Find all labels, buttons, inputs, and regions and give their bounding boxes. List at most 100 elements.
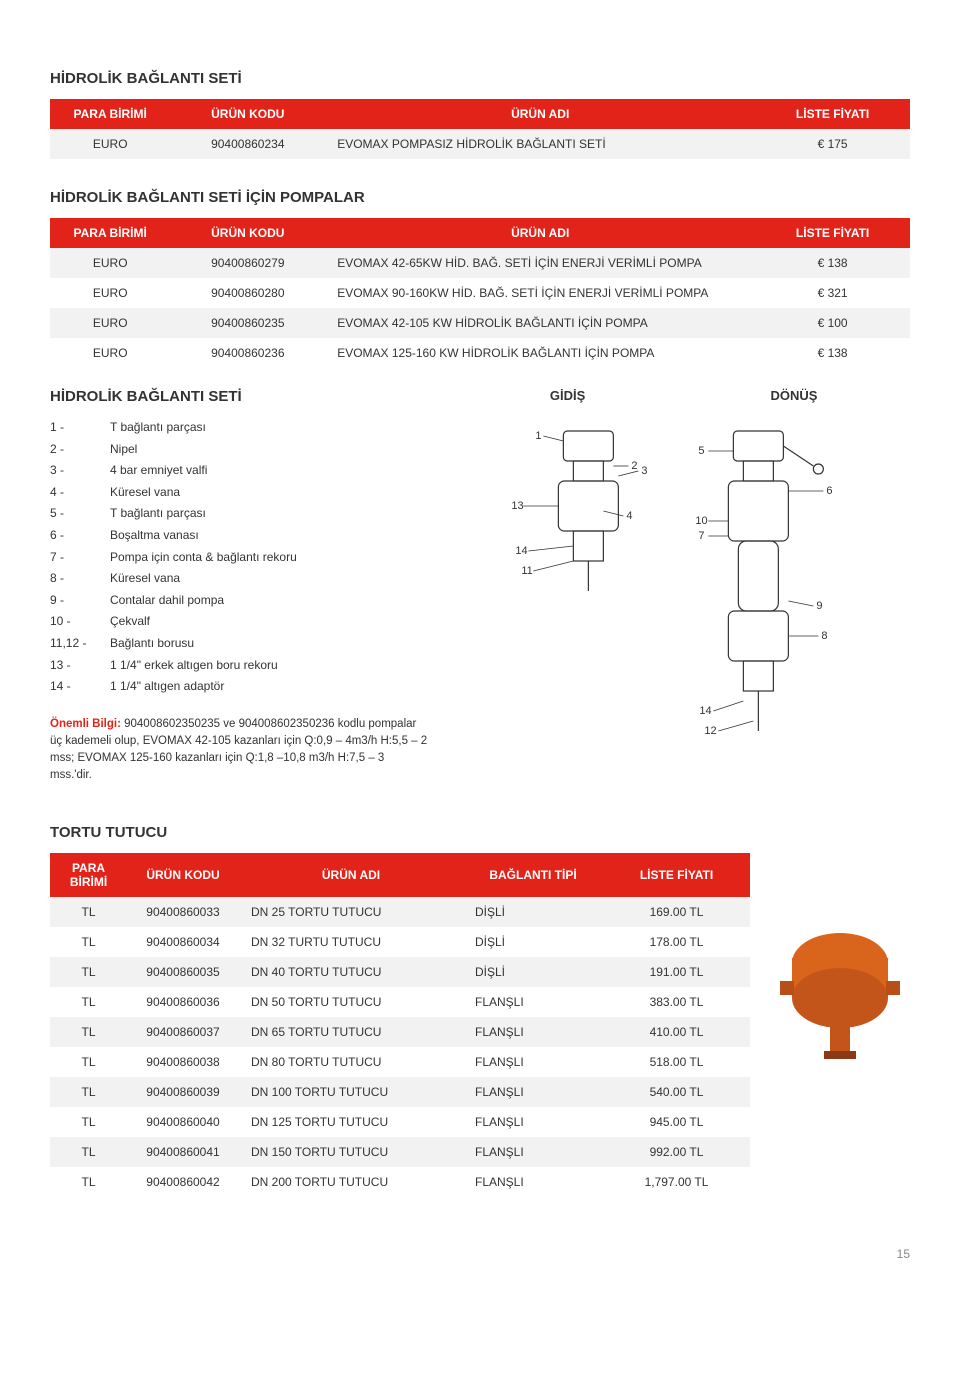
table-cell: TL bbox=[50, 1137, 127, 1167]
section3-title: TORTU TUTUCU bbox=[50, 824, 910, 841]
table-cell: FLANŞLI bbox=[463, 1137, 603, 1167]
table-cell: € 100 bbox=[755, 308, 910, 338]
table-cell: FLANŞLI bbox=[463, 1167, 603, 1197]
parts-list-item: 5 -T bağlantı parçası bbox=[50, 503, 427, 525]
th-fiyat: LİSTE FİYATI bbox=[755, 99, 910, 129]
th-kodu: ÜRÜN KODU bbox=[170, 218, 325, 248]
parts-item-number: 11,12 - bbox=[50, 633, 110, 655]
table-cell: FLANŞLI bbox=[463, 1047, 603, 1077]
table-cell: FLANŞLI bbox=[463, 1017, 603, 1047]
parts-list-item: 9 -Contalar dahil pompa bbox=[50, 590, 427, 612]
table-row: EURO90400860235EVOMAX 42-105 KW HİDROLİK… bbox=[50, 308, 910, 338]
table-cell: FLANŞLI bbox=[463, 1077, 603, 1107]
svg-text:11: 11 bbox=[522, 565, 533, 577]
table-cell: TL bbox=[50, 1017, 127, 1047]
table-cell: EVOMAX 42-65KW HİD. BAĞ. SETİ İÇİN ENERJ… bbox=[325, 248, 755, 278]
parts-item-text: Pompa için conta & bağlantı rekoru bbox=[110, 547, 297, 569]
parts-item-text: Boşaltma vanası bbox=[110, 525, 199, 547]
table-cell: DN 65 TORTU TUTUCU bbox=[239, 1017, 463, 1047]
table-cell: TL bbox=[50, 957, 127, 987]
table-row: TL90400860033DN 25 TORTU TUTUCUDİŞLİ169.… bbox=[50, 897, 750, 927]
tortu-product-image bbox=[770, 893, 910, 1093]
table-cell: 90400860041 bbox=[127, 1137, 239, 1167]
section2-title: HİDROLİK BAĞLANTI SETİ İÇİN POMPALAR bbox=[50, 189, 910, 206]
table-cell: DN 32 TURTU TUTUCU bbox=[239, 927, 463, 957]
table-cell: € 138 bbox=[755, 248, 910, 278]
table-row: EURO90400860279EVOMAX 42-65KW HİD. BAĞ. … bbox=[50, 248, 910, 278]
table-cell: FLANŞLI bbox=[463, 987, 603, 1017]
hydraulic-diagram: 1 2 3 4 13 14 11 5 6 10 7 9 8 14 12 bbox=[457, 411, 910, 791]
table-cell: TL bbox=[50, 987, 127, 1017]
parts-item-text: 4 bar emniyet valfi bbox=[110, 460, 207, 482]
parts-item-number: 4 - bbox=[50, 482, 110, 504]
table-cell: 90400860234 bbox=[170, 129, 325, 159]
svg-text:7: 7 bbox=[699, 530, 705, 542]
th-fiyat: LİSTE FİYATI bbox=[603, 853, 750, 897]
table-cell: EURO bbox=[50, 308, 170, 338]
table-cell: € 321 bbox=[755, 278, 910, 308]
table-cell: DN 200 TORTU TUTUCU bbox=[239, 1167, 463, 1197]
table-cell: 540.00 TL bbox=[603, 1077, 750, 1107]
table-cell: 191.00 TL bbox=[603, 957, 750, 987]
table-cell: DN 50 TORTU TUTUCU bbox=[239, 987, 463, 1017]
table-cell: 90400860035 bbox=[127, 957, 239, 987]
table-cell: DN 100 TORTU TUTUCU bbox=[239, 1077, 463, 1107]
important-note: Önemli Bilgi: 904008602350235 ve 9040086… bbox=[50, 716, 427, 785]
parts-title: HİDROLİK BAĞLANTI SETİ bbox=[50, 388, 427, 405]
diagram-area: GİDİŞ DÖNÜŞ bbox=[457, 388, 910, 794]
table-cell: 383.00 TL bbox=[603, 987, 750, 1017]
svg-text:2: 2 bbox=[632, 460, 638, 472]
table-cell: 90400860280 bbox=[170, 278, 325, 308]
svg-text:8: 8 bbox=[822, 630, 828, 642]
diagram-label-right: DÖNÜŞ bbox=[770, 388, 817, 403]
table-row: TL90400860039DN 100 TORTU TUTUCUFLANŞLI5… bbox=[50, 1077, 750, 1107]
parts-list-item: 2 -Nipel bbox=[50, 439, 427, 461]
th-adi: ÜRÜN ADI bbox=[325, 218, 755, 248]
table-row: TL90400860037DN 65 TORTU TUTUCUFLANŞLI41… bbox=[50, 1017, 750, 1047]
table-cell: 90400860033 bbox=[127, 897, 239, 927]
section2-table: PARA BİRİMİ ÜRÜN KODU ÜRÜN ADI LİSTE FİY… bbox=[50, 218, 910, 368]
parts-list-item: 13 -1 1/4" erkek altıgen boru rekoru bbox=[50, 655, 427, 677]
table-cell: TL bbox=[50, 1167, 127, 1197]
table-cell: 945.00 TL bbox=[603, 1107, 750, 1137]
table-cell: 1,797.00 TL bbox=[603, 1167, 750, 1197]
parts-item-text: Bağlantı borusu bbox=[110, 633, 194, 655]
table-cell: DN 25 TORTU TUTUCU bbox=[239, 897, 463, 927]
svg-text:4: 4 bbox=[627, 510, 633, 522]
table-cell: DN 150 TORTU TUTUCU bbox=[239, 1137, 463, 1167]
table-cell: DİŞLİ bbox=[463, 957, 603, 987]
table-cell: DİŞLİ bbox=[463, 927, 603, 957]
table-cell: 518.00 TL bbox=[603, 1047, 750, 1077]
parts-item-text: 1 1/4" altıgen adaptör bbox=[110, 676, 224, 698]
parts-item-number: 9 - bbox=[50, 590, 110, 612]
parts-item-number: 5 - bbox=[50, 503, 110, 525]
svg-text:1: 1 bbox=[536, 430, 542, 442]
th-adi: ÜRÜN ADI bbox=[239, 853, 463, 897]
svg-text:14: 14 bbox=[700, 705, 712, 717]
section1-table: PARA BİRİMİ ÜRÜN KODU ÜRÜN ADI LİSTE FİY… bbox=[50, 99, 910, 159]
table-cell: 90400860034 bbox=[127, 927, 239, 957]
parts-list-item: 11,12 -Bağlantı borusu bbox=[50, 633, 427, 655]
table-cell: € 138 bbox=[755, 338, 910, 368]
parts-item-number: 8 - bbox=[50, 568, 110, 590]
th-tipi: BAĞLANTI TİPİ bbox=[463, 853, 603, 897]
table-cell: TL bbox=[50, 1047, 127, 1077]
table-cell: TL bbox=[50, 1077, 127, 1107]
parts-item-number: 14 - bbox=[50, 676, 110, 698]
th-para: PARA BİRİMİ bbox=[50, 99, 170, 129]
table-cell: 90400860037 bbox=[127, 1017, 239, 1047]
table-row: EURO90400860280EVOMAX 90-160KW HİD. BAĞ.… bbox=[50, 278, 910, 308]
table-row: TL90400860036DN 50 TORTU TUTUCUFLANŞLI38… bbox=[50, 987, 750, 1017]
table-cell: FLANŞLI bbox=[463, 1107, 603, 1137]
table-cell: EURO bbox=[50, 278, 170, 308]
important-label: Önemli Bilgi: bbox=[50, 718, 121, 730]
svg-text:3: 3 bbox=[642, 465, 648, 477]
table-cell: 410.00 TL bbox=[603, 1017, 750, 1047]
section3-table: PARA BİRİMİ ÜRÜN KODU ÜRÜN ADI BAĞLANTI … bbox=[50, 853, 750, 1197]
table-cell: EURO bbox=[50, 129, 170, 159]
table-cell: EVOMAX 125-160 KW HİDROLİK BAĞLANTI İÇİN… bbox=[325, 338, 755, 368]
parts-item-text: T bağlantı parçası bbox=[110, 503, 206, 525]
parts-item-text: 1 1/4" erkek altıgen boru rekoru bbox=[110, 655, 278, 677]
table-cell: 90400860040 bbox=[127, 1107, 239, 1137]
parts-list-item: 4 -Küresel vana bbox=[50, 482, 427, 504]
